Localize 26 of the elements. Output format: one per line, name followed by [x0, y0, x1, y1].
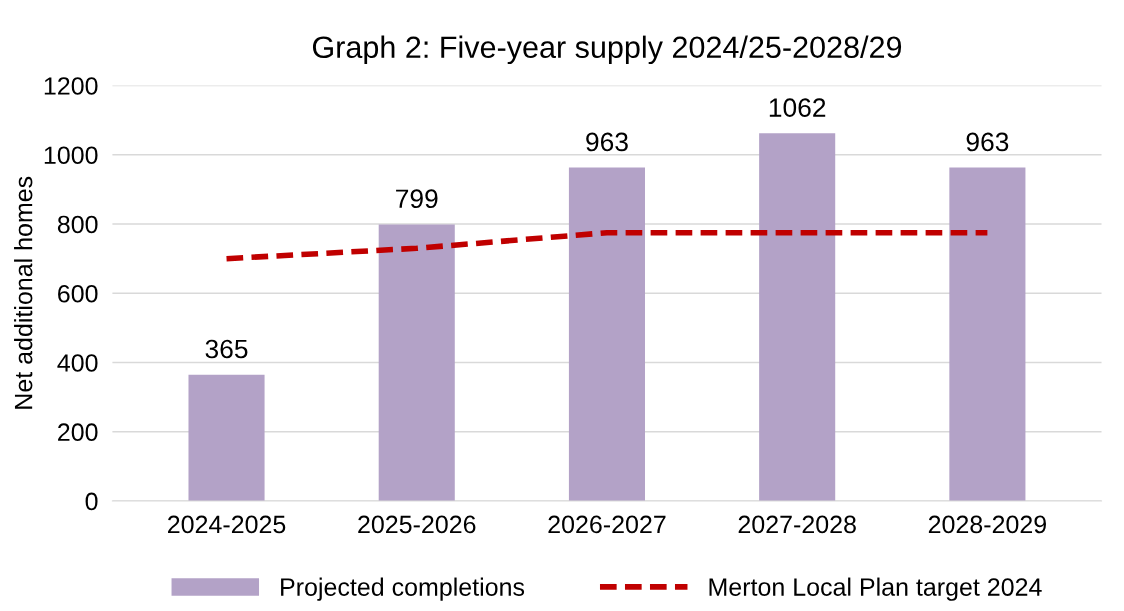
bar [759, 133, 836, 502]
data-label: 365 [205, 339, 248, 359]
chart-title: Graph 2: Five-year supply 2024/25-2028/29 [312, 35, 902, 65]
y-tick-label: 200 [58, 423, 98, 442]
y-tick-label: 600 [58, 284, 98, 303]
data-label: 1062 [769, 98, 826, 117]
bar [188, 374, 265, 502]
y-tick-label: 800 [57, 215, 98, 234]
x-tick-label: 2025-2026 [358, 515, 476, 534]
x-tick-label: 2028-2029 [928, 515, 1046, 534]
y-tick-label: 1000 [44, 146, 98, 165]
data-label: 799 [396, 189, 438, 209]
y-tick-label: 400 [57, 354, 98, 372]
legend-label: Projected completions [281, 577, 525, 601]
data-label: 963 [586, 132, 628, 152]
y-tick-label: 0 [85, 492, 98, 511]
legend-label: Merton Local Plan target 2024 [709, 577, 1042, 601]
y-tick-label: 1200 [44, 77, 98, 95]
bar [568, 167, 645, 502]
bar [378, 224, 455, 502]
x-tick-label: 2026-2027 [548, 515, 666, 534]
x-tick-label: 2027-2028 [738, 515, 856, 534]
bar [949, 167, 1026, 502]
data-label: 963 [966, 132, 1009, 152]
x-tick-label: 2024-2025 [168, 515, 286, 534]
y-axis-title: Net additional homes [14, 176, 33, 409]
